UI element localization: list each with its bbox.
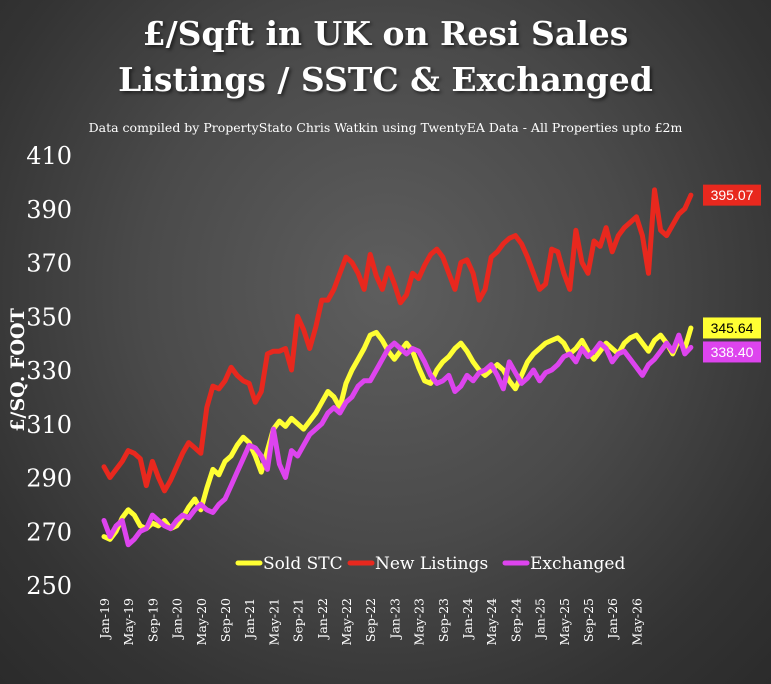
- y-tick-label: 350: [26, 303, 72, 331]
- y-tick-label: 250: [26, 572, 72, 600]
- x-tick-label: Sep-19: [145, 598, 160, 642]
- x-tick-label: Sep-25: [581, 598, 596, 642]
- x-tick-label: Sep-24: [508, 598, 523, 642]
- x-tick-label: May-22: [339, 598, 354, 645]
- chart-subtitle: Data compiled by PropertyStato Chris Wat…: [88, 120, 683, 135]
- end-label-box: [703, 184, 761, 206]
- y-tick-label: 270: [26, 518, 72, 546]
- end-value-label: 338.40: [711, 344, 754, 360]
- legend-entry: Sold STC: [263, 554, 343, 574]
- x-tick-label: May-20: [194, 598, 209, 645]
- end-value-label: 345.64: [711, 320, 754, 336]
- end-label-box: [703, 317, 761, 339]
- x-tick-label: Jan-20: [170, 598, 185, 641]
- end-label-box: [703, 341, 761, 363]
- series-line-sold-stc: [101, 325, 694, 542]
- x-tick-label: May-24: [484, 598, 499, 645]
- y-tick-label: 390: [26, 196, 72, 224]
- x-tick-label: May-19: [121, 598, 136, 645]
- series-line-new-listings: [101, 187, 694, 494]
- x-tick-label: May-26: [629, 598, 644, 645]
- x-tick-label: Sep-20: [218, 598, 233, 642]
- legend-entry: Exchanged: [530, 554, 625, 574]
- x-tick-label: May-23: [412, 598, 427, 645]
- y-axis-label: £/SQ. FOOT: [7, 308, 29, 431]
- chart-title-line-2: Listings / SSTC & Exchanged: [118, 60, 653, 99]
- x-tick-label: May-21: [266, 598, 281, 645]
- x-tick-label: Jan-21: [242, 598, 257, 641]
- chart-title-line-1: £/Sqft in UK on Resi Sales: [142, 14, 629, 53]
- x-tick-label: Jan-22: [315, 598, 330, 641]
- x-tick-label: Jan-25: [533, 598, 548, 641]
- x-tick-label: May-25: [557, 598, 572, 645]
- y-tick-label: 310: [26, 411, 72, 439]
- x-tick-label: Sep-23: [436, 598, 451, 642]
- y-tick-label: 370: [26, 250, 72, 278]
- x-tick-label: Sep-21: [291, 598, 306, 642]
- y-tick-label: 410: [26, 142, 72, 170]
- x-tick-label: Jan-23: [387, 598, 402, 641]
- end-value-label: 395.07: [711, 187, 754, 203]
- y-tick-label: 330: [26, 357, 72, 385]
- series-line-exchanged: [101, 332, 694, 548]
- x-tick-label: Jan-24: [460, 598, 475, 641]
- x-tick-label: Jan-19: [97, 598, 112, 641]
- x-tick-label: Sep-22: [363, 598, 378, 642]
- legend-entry: New Listings: [375, 554, 488, 574]
- x-tick-label: Jan-26: [605, 598, 620, 641]
- y-tick-label: 290: [26, 465, 72, 493]
